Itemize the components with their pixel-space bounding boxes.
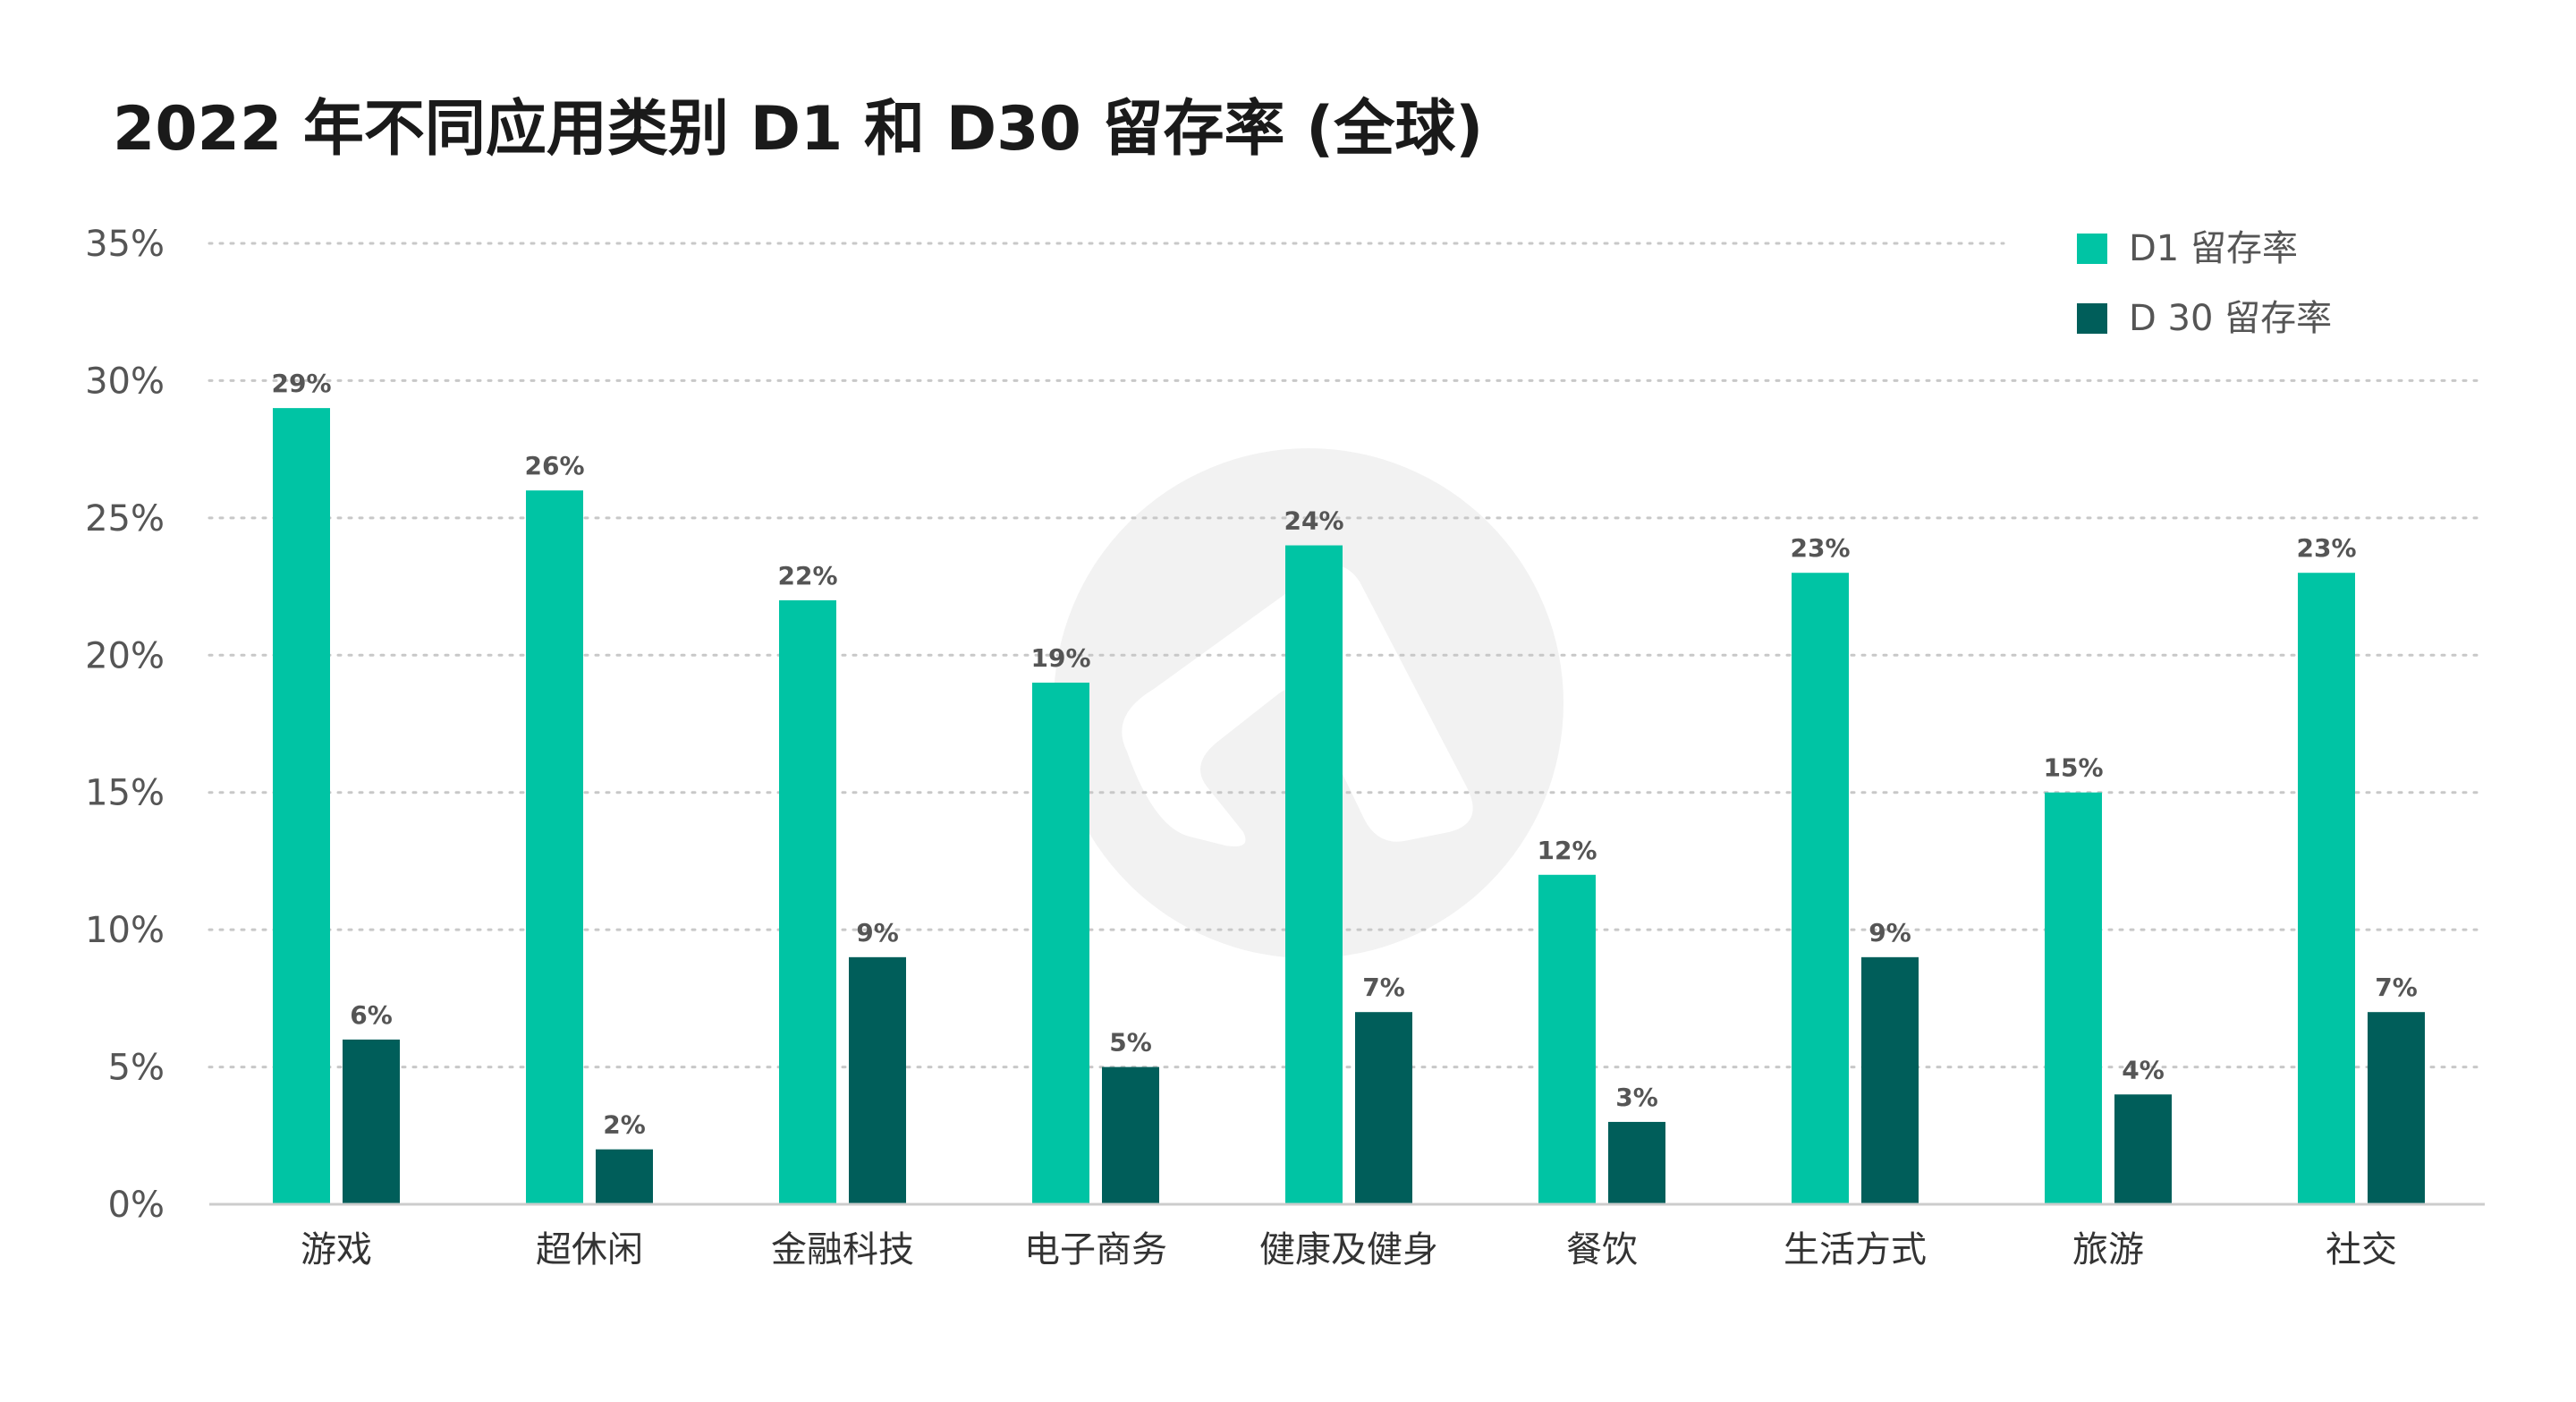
category-label: 游戏	[301, 1229, 372, 1270]
bar-d30	[1608, 1121, 1665, 1204]
data-labels: 29% 6% 26% 2% 22% 9% 19% 5% 24% 7% 12% 3% 23% 9% 15% 4%…	[271, 369, 2417, 1140]
bar-d30	[849, 956, 906, 1204]
bar-d30	[2114, 1094, 2172, 1204]
data-label: 2%	[603, 1110, 646, 1140]
grid-lines	[208, 242, 2487, 1069]
legend: D1 留存率 D 30 留存率	[2077, 228, 2332, 339]
bar-d1	[1032, 682, 1089, 1204]
y-axis-ticks: 0% 5% 10% 15% 20% 25% 30% 35%	[85, 224, 165, 1226]
y-tick-label: 35%	[85, 224, 165, 265]
y-tick-label: 25%	[85, 498, 165, 540]
data-label: 9%	[1868, 918, 1911, 947]
y-tick-label: 5%	[108, 1048, 165, 1089]
data-label: 24%	[1284, 506, 1343, 536]
bar-d1	[1792, 573, 1849, 1204]
bar-d30	[1861, 956, 1919, 1204]
data-label: 4%	[2122, 1055, 2165, 1084]
bar-d1	[526, 490, 583, 1204]
category-label: 超休闲	[536, 1229, 643, 1270]
data-label: 7%	[1362, 973, 1405, 1002]
category-label: 社交	[2326, 1229, 2397, 1270]
y-tick-label: 30%	[85, 361, 165, 402]
data-label: 29%	[271, 369, 331, 398]
bar-d1	[2045, 792, 2102, 1204]
bar-d1	[1538, 874, 1596, 1204]
data-label: 23%	[1790, 533, 1850, 563]
y-tick-label: 10%	[85, 910, 165, 951]
bars	[273, 408, 2425, 1205]
data-label: 15%	[2043, 753, 2103, 783]
bar-d1	[273, 408, 330, 1205]
data-label: 23%	[2296, 533, 2356, 563]
x-axis-categories: 游戏 超休闲 金融科技 电子商务 健康及健身 餐饮 生活方式 旅游 社交	[301, 1229, 2397, 1270]
data-label: 3%	[1615, 1083, 1658, 1112]
legend-label: D1 留存率	[2129, 228, 2298, 269]
bar-d30	[343, 1039, 400, 1204]
bar-d30	[1102, 1066, 1159, 1204]
bar-d1	[2298, 573, 2355, 1204]
y-tick-label: 0%	[108, 1185, 165, 1226]
y-tick-label: 20%	[85, 635, 165, 676]
data-label: 9%	[856, 918, 899, 947]
category-label: 餐饮	[1566, 1229, 1638, 1270]
category-label: 旅游	[2072, 1229, 2144, 1270]
category-label: 电子商务	[1024, 1229, 1167, 1270]
data-label: 26%	[524, 451, 584, 480]
bar-d30	[2368, 1012, 2425, 1204]
data-label: 5%	[1109, 1028, 1152, 1058]
bar-d1	[779, 599, 836, 1204]
data-label: 22%	[777, 561, 837, 591]
category-label: 生活方式	[1784, 1229, 1927, 1270]
bar-d30	[596, 1149, 653, 1204]
y-tick-label: 15%	[85, 773, 165, 814]
data-label: 19%	[1030, 643, 1090, 673]
data-label: 7%	[2375, 973, 2418, 1002]
legend-swatch-d1	[2077, 234, 2107, 264]
bar-d30	[1355, 1012, 1412, 1204]
data-label: 12%	[1537, 836, 1597, 865]
chart-title: 2022 年不同应用类别 D1 和 D30 留存率 (全球)	[113, 94, 1484, 165]
data-label: 6%	[350, 1000, 393, 1030]
category-label: 健康及健身	[1259, 1229, 1438, 1270]
legend-label: D 30 留存率	[2129, 298, 2332, 339]
legend-swatch-d30	[2077, 303, 2107, 334]
bar-d1	[1285, 545, 1343, 1204]
category-label: 金融科技	[771, 1229, 914, 1270]
